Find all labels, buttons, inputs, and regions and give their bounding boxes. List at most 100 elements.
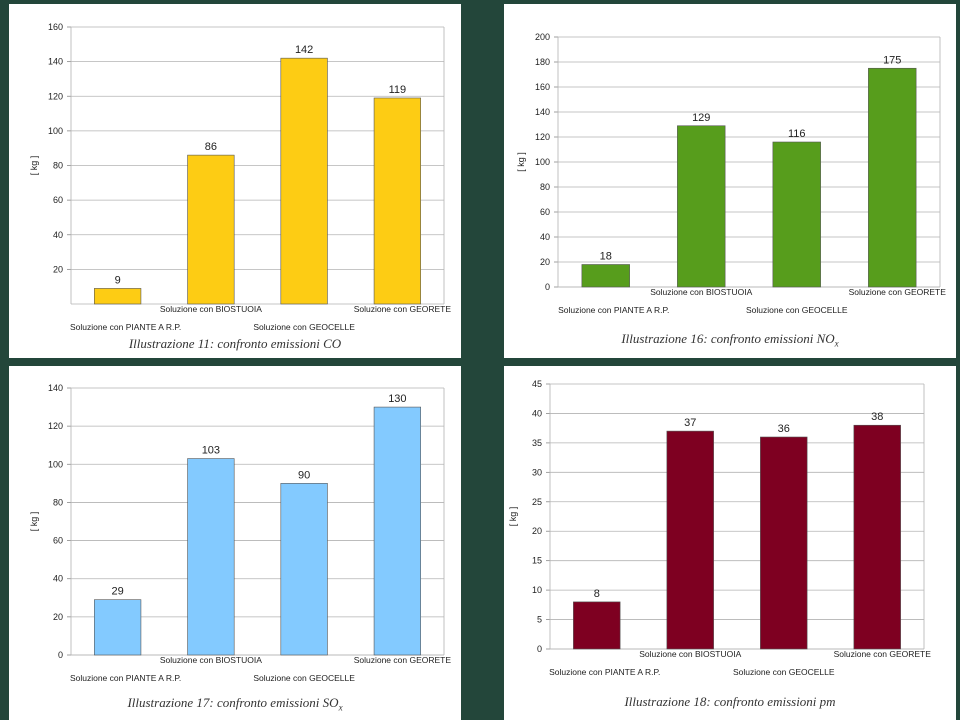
y-axis-label: [ kg ] bbox=[29, 156, 39, 176]
data-label: 103 bbox=[202, 445, 220, 457]
bar bbox=[280, 483, 328, 656]
bar bbox=[187, 154, 235, 305]
y-tick-label: 160 bbox=[535, 82, 550, 92]
y-tick-label: 40 bbox=[532, 408, 542, 418]
x-tick-label: Soluzione con BIOSTUOIA bbox=[639, 649, 741, 659]
y-tick-label: 120 bbox=[535, 132, 550, 142]
x-tick-label: Soluzione con BIOSTUOIA bbox=[160, 304, 262, 314]
y-tick-label: 140 bbox=[48, 57, 63, 67]
y-tick-label: 80 bbox=[53, 497, 63, 507]
x-tick-label: Soluzione con PIANTE A R.P. bbox=[549, 667, 660, 677]
y-tick-label: 80 bbox=[53, 161, 63, 171]
y-tick-label: 25 bbox=[532, 497, 542, 507]
chart-panel-co: 20 40 60 80 100 120 140 160 [ kg ] 9 Soluzione con… bbox=[9, 4, 461, 358]
y-tick-label: 10 bbox=[532, 585, 542, 595]
bar bbox=[581, 264, 630, 288]
x-tick-label: Soluzione con GEORETE bbox=[849, 287, 947, 297]
bar bbox=[868, 67, 917, 288]
data-label: 129 bbox=[692, 112, 710, 124]
y-tick-label: 35 bbox=[532, 438, 542, 448]
bar bbox=[760, 436, 808, 650]
data-label: 119 bbox=[389, 84, 407, 96]
y-axis-label: [ kg ] bbox=[29, 512, 39, 532]
bar bbox=[280, 57, 328, 305]
y-tick-label: 0 bbox=[537, 644, 542, 654]
data-label: 9 bbox=[115, 274, 121, 286]
y-tick-label: 20 bbox=[53, 612, 63, 622]
chart-caption: Illustrazione 11: confronto emissioni CO bbox=[128, 336, 342, 351]
x-tick-label: Soluzione con GEORETE bbox=[354, 655, 452, 665]
y-tick-label: 100 bbox=[535, 157, 550, 167]
y-tick-label: 20 bbox=[540, 257, 550, 267]
data-label: 8 bbox=[594, 588, 600, 600]
data-label: 36 bbox=[778, 423, 790, 435]
data-label: 116 bbox=[788, 128, 806, 140]
y-tick-label: 30 bbox=[532, 467, 542, 477]
y-axis-label: [ kg ] bbox=[516, 152, 526, 172]
bar bbox=[666, 430, 714, 650]
data-label: 86 bbox=[205, 141, 217, 153]
bar bbox=[677, 125, 726, 288]
data-label: 142 bbox=[295, 44, 313, 56]
chart-pm: 0 5 10 15 20 25 30 35 40 45 [ kg ] 8 Soluzione con P… bbox=[508, 379, 932, 677]
y-tick-label: 120 bbox=[48, 421, 63, 431]
data-label: 18 bbox=[600, 251, 612, 263]
y-tick-label: 100 bbox=[48, 126, 63, 136]
bar bbox=[373, 97, 421, 305]
bar bbox=[94, 288, 142, 305]
x-tick-label: Soluzione con PIANTE A R.P. bbox=[558, 305, 669, 315]
y-tick-label: 100 bbox=[48, 459, 63, 469]
y-tick-label: 160 bbox=[48, 22, 63, 32]
y-tick-label: 20 bbox=[53, 264, 63, 274]
y-tick-label: 15 bbox=[532, 556, 542, 566]
data-label: 37 bbox=[684, 417, 696, 429]
y-tick-label: 140 bbox=[535, 107, 550, 117]
data-label: 175 bbox=[883, 54, 901, 66]
bar bbox=[573, 601, 621, 650]
chart-caption: Illustrazione 16: confronto emissioni NO… bbox=[621, 331, 839, 349]
x-tick-label: Soluzione con GEOCELLE bbox=[733, 667, 835, 677]
y-tick-label: 0 bbox=[545, 282, 550, 292]
chart-panel-nox: 0 20 40 60 80 100 120 140 160 180 200 [ kg ] 18 Soluz… bbox=[504, 4, 956, 358]
y-tick-label: 140 bbox=[48, 383, 63, 393]
bar bbox=[94, 599, 142, 656]
y-tick-label: 60 bbox=[53, 536, 63, 546]
y-tick-label: 60 bbox=[53, 195, 63, 205]
bar bbox=[772, 141, 821, 288]
data-label: 90 bbox=[298, 469, 310, 481]
chart-co: 20 40 60 80 100 120 140 160 [ kg ] 9 Soluzione con… bbox=[29, 22, 452, 332]
x-tick-label: Soluzione con GEORETE bbox=[834, 649, 932, 659]
y-tick-label: 40 bbox=[53, 230, 63, 240]
y-tick-label: 180 bbox=[535, 57, 550, 67]
x-tick-label: Soluzione con BIOSTUOIA bbox=[650, 287, 752, 297]
bar bbox=[373, 406, 421, 656]
x-tick-label: Soluzione con PIANTE A R.P. bbox=[70, 322, 181, 332]
x-tick-label: Soluzione con GEOCELLE bbox=[253, 673, 355, 683]
y-axis-label: [ kg ] bbox=[508, 507, 518, 527]
y-tick-label: 200 bbox=[535, 32, 550, 42]
bar bbox=[187, 458, 235, 656]
x-tick-label: Soluzione con PIANTE A R.P. bbox=[70, 673, 181, 683]
x-tick-label: Soluzione con GEOCELLE bbox=[746, 305, 848, 315]
chart-caption: Illustrazione 17: confronto emissioni SO… bbox=[127, 695, 343, 713]
x-tick-label: Soluzione con BIOSTUOIA bbox=[160, 655, 262, 665]
data-label: 29 bbox=[112, 586, 124, 598]
y-tick-label: 40 bbox=[540, 232, 550, 242]
y-tick-label: 45 bbox=[532, 379, 542, 389]
chart-nox: 0 20 40 60 80 100 120 140 160 180 200 [ kg ] 18 Soluz… bbox=[516, 32, 947, 315]
chart-caption: Illustrazione 18: confronto emissioni pm bbox=[624, 694, 836, 709]
chart-panel-pm: 0 5 10 15 20 25 30 35 40 45 [ kg ] 8 Soluzione con P… bbox=[504, 366, 956, 720]
x-tick-label: Soluzione con GEORETE bbox=[354, 304, 452, 314]
x-tick-label: Soluzione con GEOCELLE bbox=[253, 322, 355, 332]
chart-panel-sox: 0 20 40 60 80 100 120 140 [ kg ] 29 Soluzione con … bbox=[9, 366, 461, 720]
data-label: 38 bbox=[871, 411, 883, 423]
y-tick-label: 5 bbox=[537, 615, 542, 625]
y-tick-label: 60 bbox=[540, 207, 550, 217]
chart-sox: 0 20 40 60 80 100 120 140 [ kg ] 29 Soluzione con … bbox=[29, 383, 452, 683]
y-tick-label: 120 bbox=[48, 91, 63, 101]
y-tick-label: 20 bbox=[532, 526, 542, 536]
data-label: 130 bbox=[388, 393, 406, 405]
y-tick-label: 0 bbox=[58, 650, 63, 660]
bar bbox=[853, 424, 901, 650]
y-tick-label: 80 bbox=[540, 182, 550, 192]
